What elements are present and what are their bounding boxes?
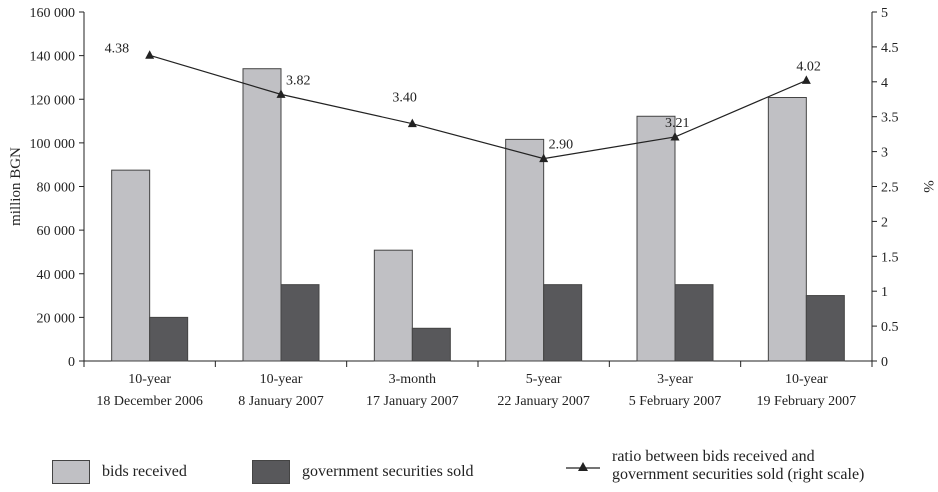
- ratio-data-label: 2.90: [549, 138, 574, 153]
- ratio-point: [539, 153, 549, 163]
- legend-label-ratio: ratio between bids received and governme…: [612, 448, 864, 484]
- y-tick-label-right: 4.5: [881, 41, 899, 56]
- y-tick-label-right: 0.5: [881, 320, 899, 335]
- x-category-label-line1: 3-month: [389, 372, 436, 387]
- y-tick-label-right: 4: [881, 76, 888, 91]
- x-category-label-line2: 17 January 2007: [366, 394, 459, 409]
- y-tick-label-right: 5: [881, 6, 888, 21]
- y-tick-label-left: 20 000: [37, 311, 76, 326]
- bar-sold: [543, 284, 583, 362]
- y-axis-title-left: million BGN: [8, 147, 24, 226]
- y-tick-label-right: 1.5: [881, 250, 899, 265]
- bar-bids: [111, 169, 151, 362]
- x-category-label-line1: 5-year: [526, 372, 562, 387]
- legend-label-bids: bids received: [102, 463, 187, 480]
- legend-label-ratio-line1: ratio between bids received and: [612, 448, 815, 465]
- bar-sold: [411, 327, 451, 362]
- ratio-data-label: 3.40: [392, 91, 417, 106]
- ratio-point: [145, 50, 155, 59]
- y-tick-label-right: 0: [881, 355, 888, 370]
- y-tick-label-left: 0: [68, 355, 75, 370]
- bar-bids: [242, 68, 282, 362]
- y-tick-label-left: 100 000: [30, 137, 76, 152]
- y-tick-label-left: 120 000: [30, 93, 76, 108]
- y-tick-label-right: 3.5: [881, 111, 899, 126]
- x-category-label-line2: 5 February 2007: [629, 394, 722, 409]
- y-tick-label-left: 160 000: [30, 6, 76, 21]
- legend-line-marker: [566, 462, 600, 471]
- legend-swatch-sold: [252, 460, 290, 484]
- y-tick-label-left: 80 000: [37, 181, 76, 196]
- ratio-data-label: 4.02: [796, 59, 821, 74]
- bar-bids: [767, 97, 807, 362]
- bar-sold: [149, 316, 189, 362]
- ratio-point: [276, 89, 286, 98]
- y-tick-label-right: 1: [881, 285, 888, 300]
- legend-item-ratio: ratio between bids received and governme…: [566, 448, 864, 484]
- y-tick-label-left: 60 000: [37, 224, 76, 239]
- bar-bids: [373, 249, 413, 362]
- ratio-point: [407, 118, 417, 128]
- x-category-label-line1: 10-year: [785, 372, 828, 387]
- ratio-data-label: 4.38: [105, 41, 129, 56]
- legend-item-sold: government securities sold: [252, 460, 474, 484]
- ratio-line: [149, 54, 807, 160]
- y-tick-label-right: 3: [881, 146, 888, 161]
- x-category-label-line2: 19 February 2007: [757, 394, 857, 409]
- y-tick-label-left: 140 000: [30, 50, 76, 65]
- x-category-label-line1: 10-year: [260, 372, 303, 387]
- x-category-label-line2: 8 January 2007: [238, 394, 324, 409]
- bar-bids: [505, 138, 545, 362]
- legend-swatch-bids: [52, 460, 90, 484]
- legend-label-sold: government securities sold: [302, 463, 474, 480]
- bar-sold: [280, 284, 320, 362]
- y-tick-label-right: 2: [881, 215, 888, 230]
- x-category-label-line1: 10-year: [128, 372, 171, 387]
- x-category-label-line2: 22 January 2007: [497, 394, 590, 409]
- ratio-data-label: 3.21: [665, 116, 690, 131]
- ratio-point: [801, 75, 811, 84]
- y-tick-label-left: 40 000: [37, 268, 76, 283]
- legend-item-bids: bids received: [52, 460, 187, 484]
- legend: bids received government securities sold…: [0, 440, 938, 492]
- ratio-point: [670, 131, 680, 141]
- bar-sold: [805, 295, 845, 362]
- y-axis-title-right: %: [920, 180, 936, 193]
- bar-sold: [674, 284, 714, 362]
- y-tick-label-right: 2.5: [881, 181, 899, 196]
- bar-bids: [636, 115, 676, 362]
- legend-label-ratio-line2: government securities sold (right scale): [612, 466, 865, 483]
- x-category-label-line1: 3-year: [657, 372, 693, 387]
- x-category-label-line2: 18 December 2006: [96, 394, 203, 409]
- ratio-data-label: 3.82: [286, 73, 311, 88]
- chart: 0 20 000 40 000 60 000 80 000 100 000 120 000 1…: [8, 6, 936, 409]
